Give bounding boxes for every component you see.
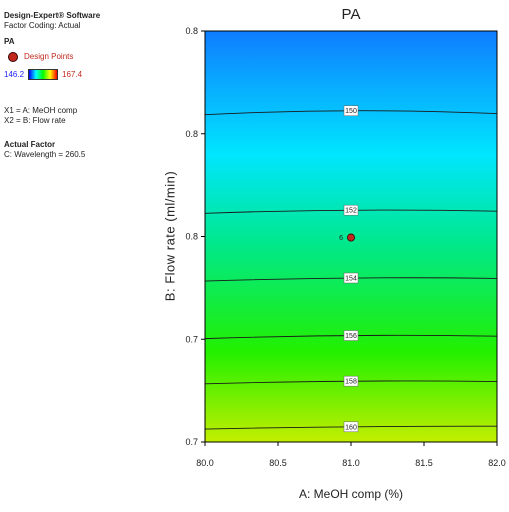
- range-max: 167.4: [62, 69, 83, 79]
- x-tick-label: 80.0: [196, 458, 214, 468]
- color-range: 146.2 167.4: [4, 69, 154, 80]
- contour-label-box: [343, 105, 359, 116]
- contour-label: 152: [345, 208, 357, 215]
- design-points-legend: Design Points: [4, 52, 154, 62]
- contour-label: 156: [345, 333, 357, 340]
- contour-label-box: [343, 272, 359, 284]
- contour-label: 154: [345, 276, 357, 283]
- y-tick-label: 0.7: [185, 334, 198, 344]
- response-name: PA: [4, 37, 15, 46]
- x1-definition: X1 = A: MeOH comp: [4, 106, 78, 115]
- contour-label-box: [343, 204, 359, 216]
- contour-label-box: [343, 330, 359, 341]
- x-tick-label: 80.5: [269, 458, 287, 468]
- contour-label: 160: [345, 424, 357, 431]
- chart-title: PA: [341, 6, 361, 23]
- y-tick-label: 0.8: [185, 232, 198, 242]
- y-tick-label: 0.8: [185, 129, 198, 139]
- design-point-count: 6: [339, 235, 343, 242]
- actual-factor-title: Actual Factor: [4, 140, 56, 149]
- y-tick-label: 0.7: [185, 437, 198, 447]
- side-legend: Design-Expert® Software Factor Coding: A…: [4, 11, 154, 160]
- design-point-marker-icon: [8, 52, 18, 62]
- design-points-label: Design Points: [24, 52, 74, 61]
- x-tick-label: 82.0: [488, 458, 506, 468]
- contour-label: 150: [345, 108, 357, 115]
- x-axis-label: A: MeOH comp (%): [298, 487, 403, 501]
- x2-definition: X2 = B: Flow rate: [4, 116, 66, 125]
- x-tick-label: 81.0: [342, 458, 360, 468]
- contour-label-box: [343, 421, 359, 433]
- color-scale-bar: [28, 69, 59, 80]
- contour-label-box: [343, 375, 359, 387]
- design-point: [346, 233, 355, 242]
- software-name: Design-Expert® Software: [4, 11, 101, 20]
- factor-coding: Factor Coding: Actual: [4, 21, 81, 30]
- range-min: 146.2: [4, 69, 25, 79]
- x-tick-label: 81.5: [415, 458, 433, 468]
- contour-label: 158: [345, 379, 357, 386]
- y-tick-label: 0.8: [185, 26, 198, 36]
- actual-factor-value: C: Wavelength = 260.5: [4, 150, 86, 159]
